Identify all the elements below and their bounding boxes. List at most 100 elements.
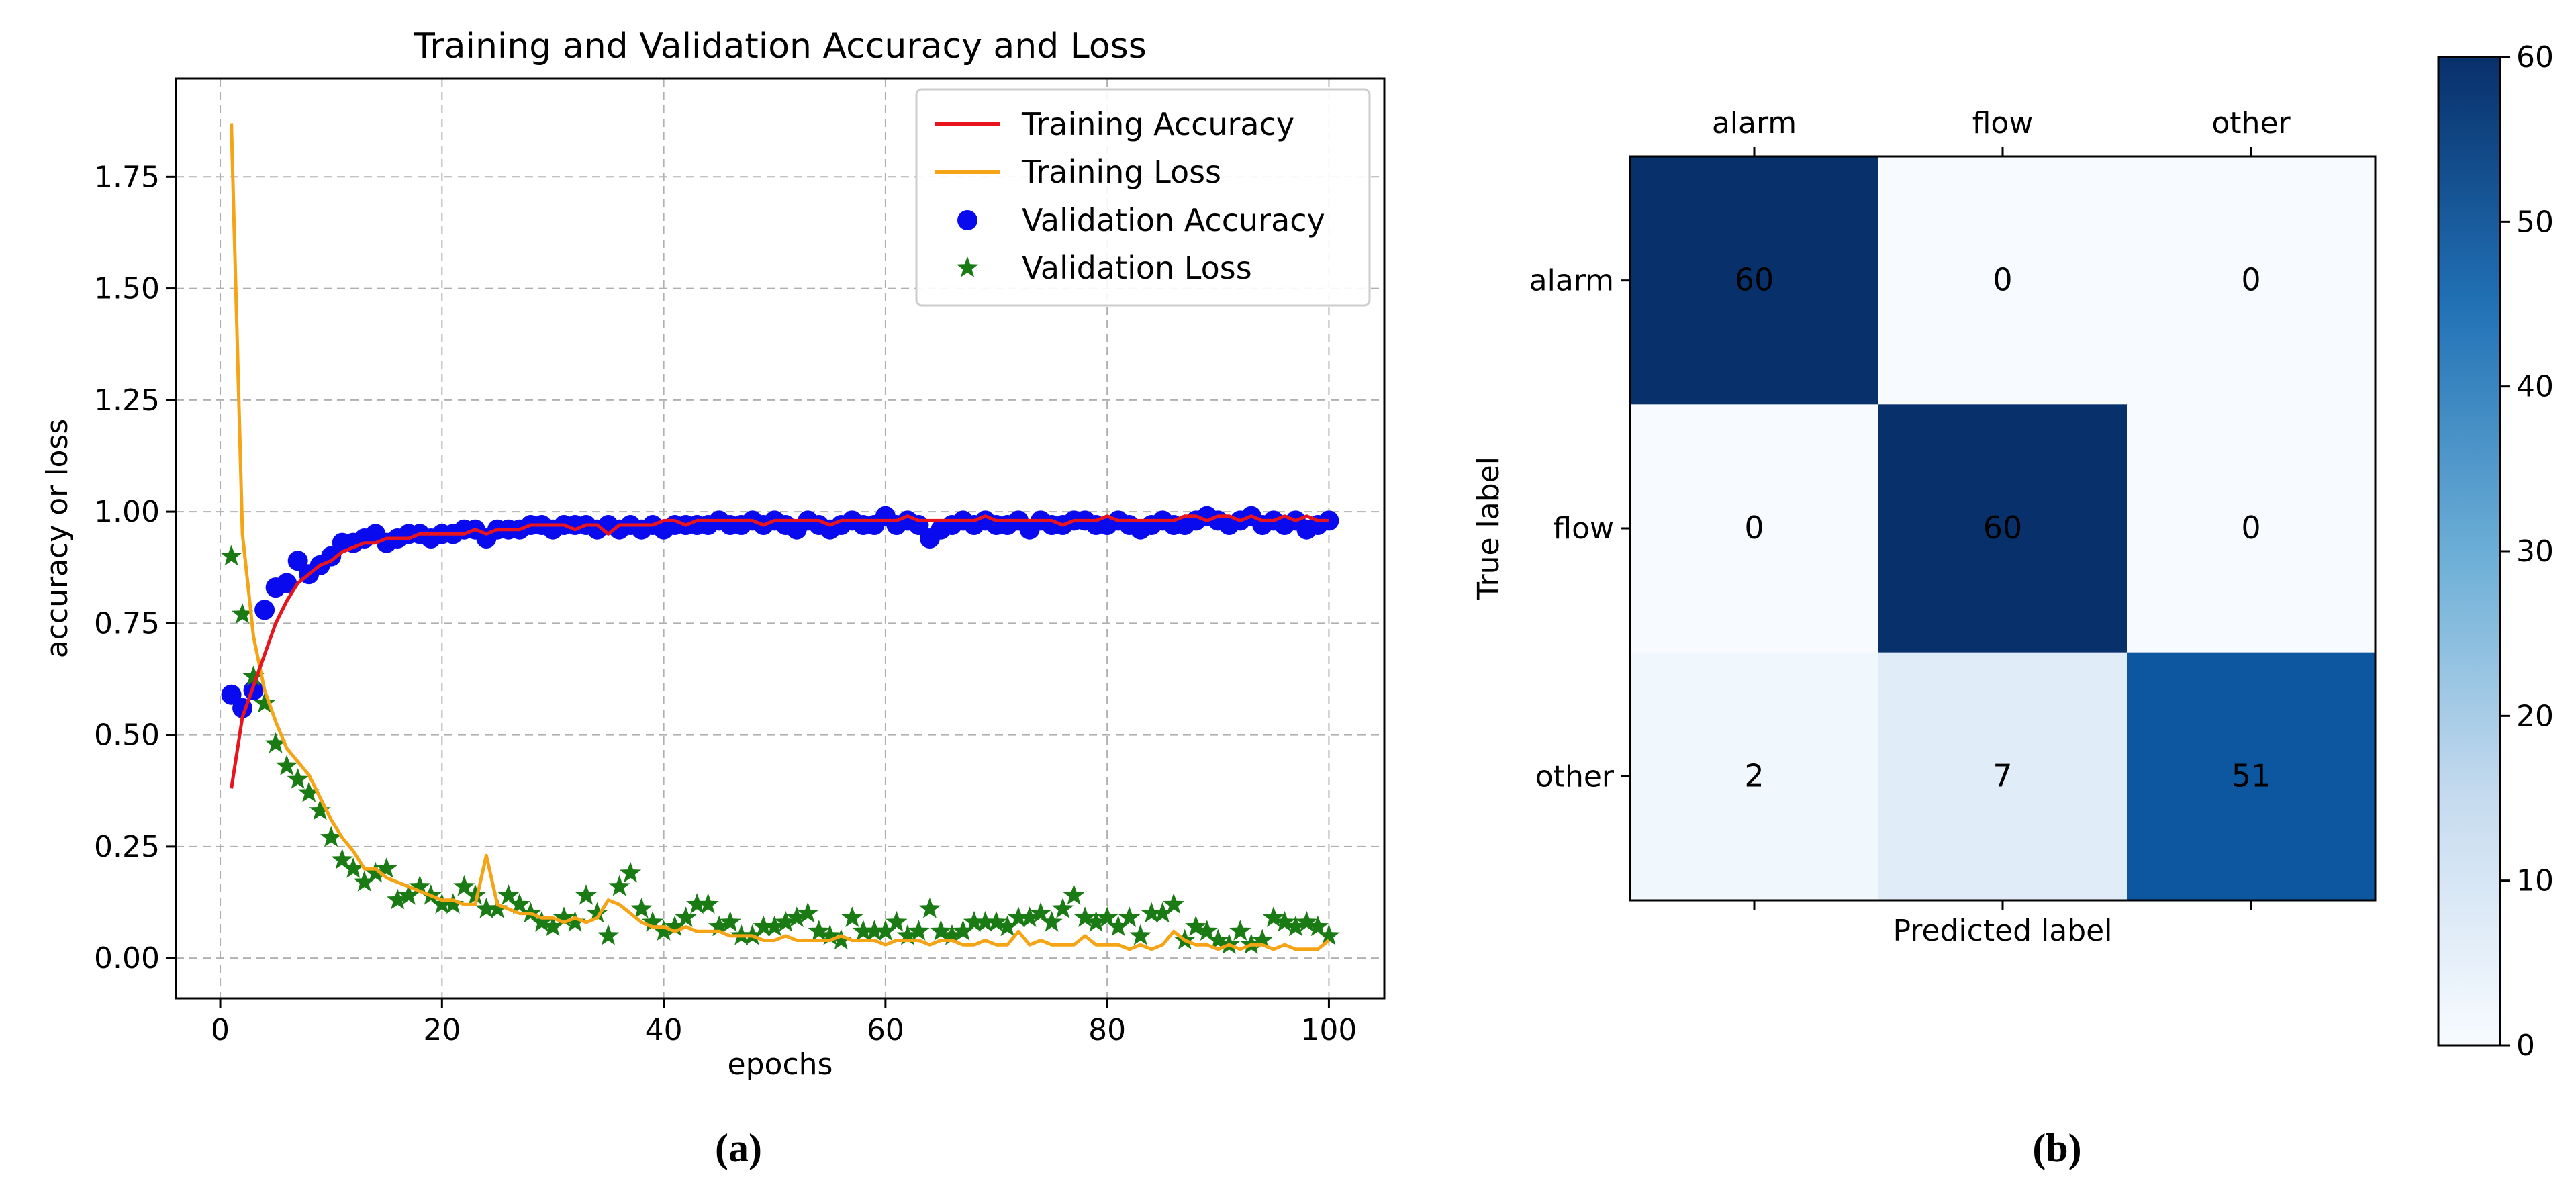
validation-loss-point bbox=[852, 920, 874, 941]
validation-loss-point bbox=[1284, 915, 1307, 937]
validation-loss-point bbox=[841, 906, 863, 927]
validation-loss-point bbox=[753, 915, 775, 937]
validation-loss-point bbox=[253, 692, 276, 713]
validation-loss-point bbox=[1306, 915, 1329, 937]
validation-loss-point bbox=[276, 755, 298, 775]
validation-accuracy-point bbox=[1319, 510, 1339, 531]
colorbar-tick-label: 50 bbox=[2516, 205, 2554, 239]
validation-accuracy-point bbox=[287, 551, 308, 571]
matrix-cell bbox=[1878, 404, 2128, 653]
matrix-cell bbox=[1878, 156, 2128, 405]
matrix-cell bbox=[2127, 404, 2376, 653]
predicted-class-label: flow bbox=[1972, 106, 2034, 140]
colorbar: 0 10 20 30 40 50 60 bbox=[2437, 40, 2554, 1063]
validation-loss-point bbox=[353, 871, 375, 892]
y-tick-label: 1.50 bbox=[94, 272, 160, 306]
accuracy-loss-chart: Training and Validation Accuracy and Los… bbox=[40, 26, 1386, 1170]
legend-label-validation-accuracy: Validation Accuracy bbox=[1022, 202, 1325, 238]
predicted-class-label: other bbox=[2211, 106, 2291, 140]
validation-loss-point bbox=[1018, 906, 1041, 927]
x-tick-label: 40 bbox=[645, 1013, 683, 1047]
validation-loss-point bbox=[985, 910, 1008, 932]
matrix-cell bbox=[1878, 652, 2128, 901]
validation-loss-point bbox=[375, 857, 397, 878]
true-class-label: other bbox=[1535, 759, 1615, 794]
validation-loss-point bbox=[886, 910, 908, 932]
validation-loss-point bbox=[808, 920, 830, 941]
caption-a: (a) bbox=[715, 1126, 762, 1170]
validation-loss-point bbox=[320, 826, 342, 847]
colorbar-tick-label: 20 bbox=[2516, 699, 2554, 733]
colorbar-tick-label: 0 bbox=[2516, 1029, 2535, 1063]
validation-loss-point bbox=[797, 902, 819, 923]
validation-loss-point bbox=[564, 910, 586, 932]
validation-loss-point bbox=[1118, 906, 1141, 927]
validation-loss-point bbox=[1085, 910, 1107, 932]
colorbar-ticks: 0 10 20 30 40 50 60 bbox=[2500, 40, 2554, 1063]
x-axis-label: epochs bbox=[728, 1047, 833, 1082]
chart-series bbox=[220, 123, 1340, 954]
validation-loss-point bbox=[387, 888, 409, 910]
matrix-cell bbox=[2127, 156, 2376, 405]
validation-loss-point bbox=[1185, 915, 1207, 937]
validation-loss-point bbox=[1274, 910, 1296, 932]
validation-loss-point bbox=[231, 603, 254, 624]
colorbar-gradient bbox=[2437, 56, 2501, 1047]
validation-loss-point bbox=[1196, 920, 1218, 941]
validation-loss-point bbox=[719, 910, 741, 932]
validation-accuracy-point bbox=[277, 573, 297, 593]
validation-loss-point bbox=[575, 884, 598, 905]
validation-loss-point bbox=[908, 920, 930, 941]
matrix-cell-value: 60 bbox=[1735, 262, 1774, 298]
validation-loss-point bbox=[896, 924, 919, 945]
x-tick-label: 60 bbox=[867, 1013, 904, 1047]
validation-loss-point bbox=[1262, 906, 1284, 927]
legend-label-training-loss: Training Loss bbox=[1021, 154, 1221, 190]
validation-loss-point bbox=[1063, 884, 1085, 905]
validation-loss-point bbox=[686, 893, 708, 914]
validation-loss-point bbox=[1296, 910, 1318, 932]
legend-box bbox=[915, 88, 1371, 307]
matrix-cell bbox=[1630, 404, 1879, 653]
validation-loss-point bbox=[708, 915, 730, 937]
validation-loss-point bbox=[1163, 893, 1185, 914]
validation-loss-point bbox=[397, 884, 420, 905]
validation-loss-point bbox=[1051, 898, 1074, 918]
validation-loss-point bbox=[530, 910, 553, 932]
validation-loss-point bbox=[442, 893, 464, 914]
colorbar-tick-label: 30 bbox=[2516, 534, 2554, 569]
validation-loss-point bbox=[342, 857, 365, 878]
validation-loss-point bbox=[497, 884, 520, 905]
confusion-matrix: 60 0 0 0 60 0 2 7 51 alarm flow other alarm flow othe… bbox=[1472, 40, 2554, 1170]
validation-loss-point bbox=[475, 898, 497, 918]
validation-loss-point bbox=[630, 898, 653, 918]
validation-loss-point bbox=[1207, 929, 1229, 950]
validation-loss-point bbox=[265, 732, 287, 753]
matrix-cell-value: 60 bbox=[1983, 510, 2023, 546]
validation-loss-point bbox=[331, 848, 353, 869]
legend-swatch-validation-accuracy bbox=[957, 210, 977, 230]
y-axis-label: accuracy or loss bbox=[40, 419, 75, 659]
matrix-cell bbox=[1630, 156, 1879, 405]
validation-accuracy-point bbox=[221, 684, 242, 705]
validation-loss-point bbox=[486, 898, 509, 918]
validation-loss-point bbox=[608, 875, 630, 896]
validation-loss-point bbox=[1107, 915, 1129, 937]
colorbar-tick-label: 60 bbox=[2516, 40, 2554, 75]
matrix-cells: 60 0 0 0 60 0 2 7 51 bbox=[1630, 156, 2376, 901]
validation-loss-point bbox=[974, 910, 996, 932]
validation-loss-point bbox=[298, 781, 320, 802]
validation-loss-point bbox=[1251, 929, 1274, 950]
validation-loss-point bbox=[508, 893, 531, 914]
y-tick-label: 0.75 bbox=[94, 606, 160, 640]
validation-loss-point bbox=[464, 884, 486, 905]
validation-loss-point bbox=[1229, 920, 1251, 941]
matrix-x-axis-label: Predicted label bbox=[1893, 914, 2113, 948]
validation-loss-point bbox=[863, 920, 886, 941]
validation-loss-point bbox=[697, 893, 719, 914]
plot-area-frame bbox=[175, 77, 1386, 1000]
predicted-class-label: alarm bbox=[1712, 106, 1797, 140]
training-accuracy-line bbox=[230, 514, 1329, 789]
legend-swatch-validation-loss bbox=[956, 256, 979, 277]
